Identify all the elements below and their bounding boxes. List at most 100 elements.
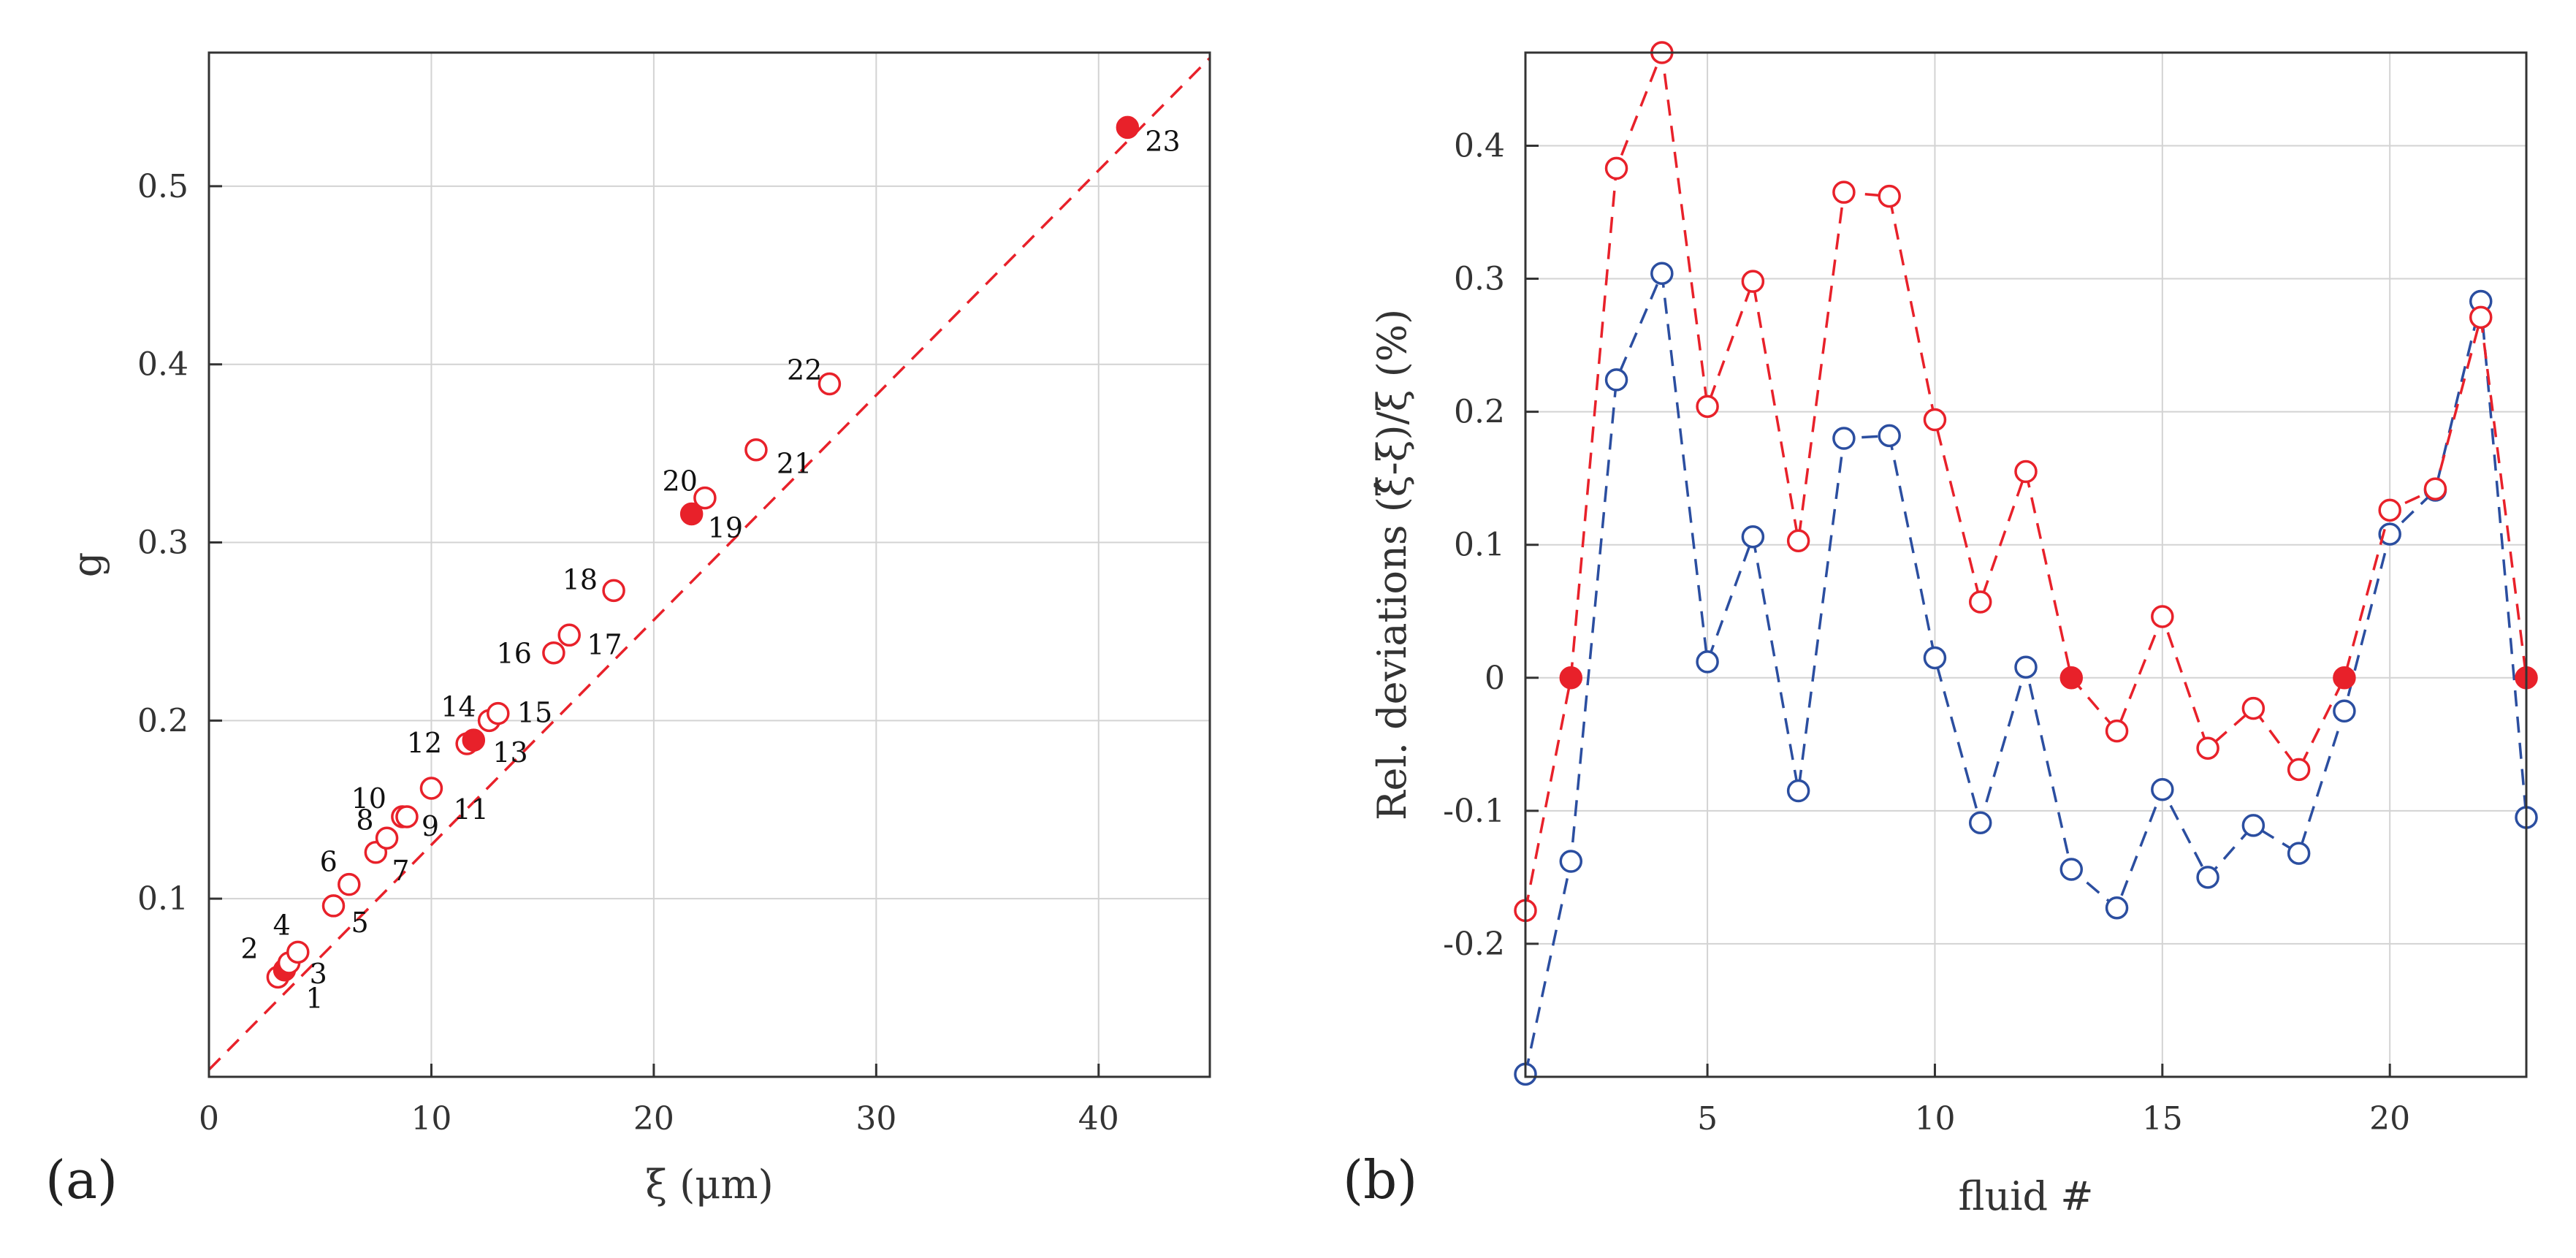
panel-b-y-axis-label: Rel. deviations (ξ̂-ξ)/ξ (%) (1369, 309, 1415, 820)
fit-line (207, 57, 1211, 1071)
panel-a-point-label: 16 (497, 638, 532, 670)
panel-a-point-label: 10 (351, 782, 386, 815)
panel-a-point-label: 5 (351, 907, 368, 939)
panel-a-x-tick-label: 0 (199, 1100, 219, 1137)
panel-b-point-blue (1604, 368, 1628, 392)
panel-b-point-blue (2241, 814, 2266, 837)
panel-b-point-blue (1878, 424, 1901, 448)
panel-b-point-red (1968, 590, 1992, 614)
panel-b-point-blue (1650, 262, 1674, 285)
panel-b-point-red (1878, 184, 1901, 208)
panel-a-y-tick-label: 0.5 (137, 168, 188, 205)
panel-a-point (286, 940, 310, 964)
panel-a-point-label: 20 (663, 465, 698, 498)
panel-a-y-tick-label: 0.4 (137, 346, 188, 384)
panel-a-point-label: 3 (310, 958, 327, 990)
panel-b-x-tick-label: 15 (2142, 1100, 2183, 1137)
panel-b-point-blue (1923, 646, 1947, 670)
panel-b-y-tick-label: 0.1 (1454, 527, 1505, 564)
panel-a-point (693, 486, 717, 510)
panel-a-point-label: 8 (356, 804, 373, 836)
panel-b-y-tick-label: 0.4 (1454, 127, 1505, 164)
panel-b-y-tick-label: 0.3 (1454, 261, 1505, 298)
panel-a-point-label: 14 (441, 690, 476, 723)
panel-a-point (679, 502, 704, 526)
panel-b-point-red (1786, 529, 1810, 552)
panel-a-point-label: 1 (305, 982, 323, 1014)
panel-b-point-blue (1968, 811, 1992, 834)
panel-a-point-label: 7 (392, 855, 409, 887)
panel-b-point-red (1559, 666, 1583, 690)
panel-a-point (419, 777, 443, 800)
panel-b-point-red (2014, 460, 2038, 484)
panel-a-point (338, 872, 361, 896)
panel-a-point-label: 2 (240, 933, 258, 965)
panel-a-x-tick-label: 10 (411, 1100, 451, 1137)
panel-a-point (602, 579, 625, 603)
panel-b-point-red (1696, 394, 1719, 419)
panel-b-point-blue (1786, 779, 1810, 803)
panel-a-point (462, 728, 486, 752)
panel-b-point-blue (2378, 522, 2401, 546)
panel-b-point-red (2241, 696, 2266, 720)
panel-b-y-tick-label: 0 (1485, 660, 1505, 697)
panel-b-point-blue (1832, 427, 1856, 450)
panel-a-point-label: 15 (517, 697, 552, 729)
panel-a-point (321, 894, 346, 918)
panel-a-point-label: 17 (587, 628, 622, 660)
panel-a-x-tick-label: 30 (856, 1100, 896, 1137)
panel-a-point-label: 21 (777, 448, 812, 480)
panel-a-point-label: 6 (320, 846, 338, 878)
panel-b-point-blue (2059, 858, 2084, 881)
panel-b-point-red (2333, 666, 2356, 690)
panel-b-label: (b) (1343, 1149, 1417, 1211)
panel-b-point-red (2151, 605, 2174, 628)
panel-a-x-axis-label: ξ (μm) (645, 1162, 773, 1208)
panel-b-point-blue (2196, 866, 2219, 889)
panel-a-point (395, 805, 419, 828)
panel-b-point-blue (1559, 850, 1583, 873)
panel-b-x-tick-label: 5 (1697, 1100, 1718, 1137)
panel-b-x-tick-label: 20 (2369, 1100, 2410, 1137)
panel-a-point (1116, 115, 1140, 140)
panel-b-point-red (1741, 270, 1765, 293)
panel-b-point-red (2378, 498, 2401, 522)
panel-b-point-red (2287, 758, 2311, 782)
panel-b-point-red (1923, 408, 1947, 432)
panel-b-point-red (2423, 477, 2447, 500)
panel-b-chart: 5 10 15 20 -0.2 -0.1 0 0.1 0.2 0.3 0.4 fluid # Rel… (1343, 41, 2538, 1219)
panel-b-point-blue (2287, 842, 2311, 865)
panel-a-point (487, 701, 510, 725)
panel-b-y-tick-label: -0.2 (1443, 926, 1505, 963)
panel-a-x-tick-label: 20 (633, 1100, 674, 1137)
panel-a-point-label: 13 (492, 736, 527, 769)
panel-a-point (744, 438, 768, 462)
panel-b-point-red (2196, 736, 2219, 760)
panel-a-point (375, 826, 399, 850)
panel-b-point-blue (1741, 525, 1765, 549)
panel-a-y-tick-label: 0.1 (137, 880, 188, 918)
panel-b-point-blue (2105, 896, 2129, 920)
panel-b-point-blue (2014, 655, 2038, 679)
panel-a-point-label: 11 (453, 793, 488, 826)
panel-a-point (542, 641, 565, 665)
panel-b-x-axis-label: fluid # (1958, 1173, 2093, 1219)
panel-a-point-label: 18 (563, 563, 598, 595)
panel-a-y-tick-label: 0.2 (137, 702, 188, 739)
panel-b-point-blue (1696, 650, 1719, 674)
panel-a-point (818, 372, 842, 396)
panel-a-frame (207, 51, 1211, 1078)
panel-b-y-tick-label: 0.2 (1454, 394, 1505, 431)
panel-a-x-tick-label: 40 (1078, 1100, 1119, 1137)
panel-a-point (557, 623, 581, 647)
panel-b-series-line-red (1524, 52, 2528, 911)
panel-b-point-red (1832, 180, 1856, 204)
panel-b-point-red (1604, 156, 1628, 180)
panel-a-point-label: 19 (708, 512, 743, 544)
panel-b-point-red (2469, 305, 2493, 329)
panel-a-point-label: 23 (1145, 125, 1180, 157)
panel-b-frame (1524, 51, 2528, 1078)
panel-a-point-label: 12 (407, 727, 442, 759)
panel-a-label: (a) (45, 1149, 118, 1211)
